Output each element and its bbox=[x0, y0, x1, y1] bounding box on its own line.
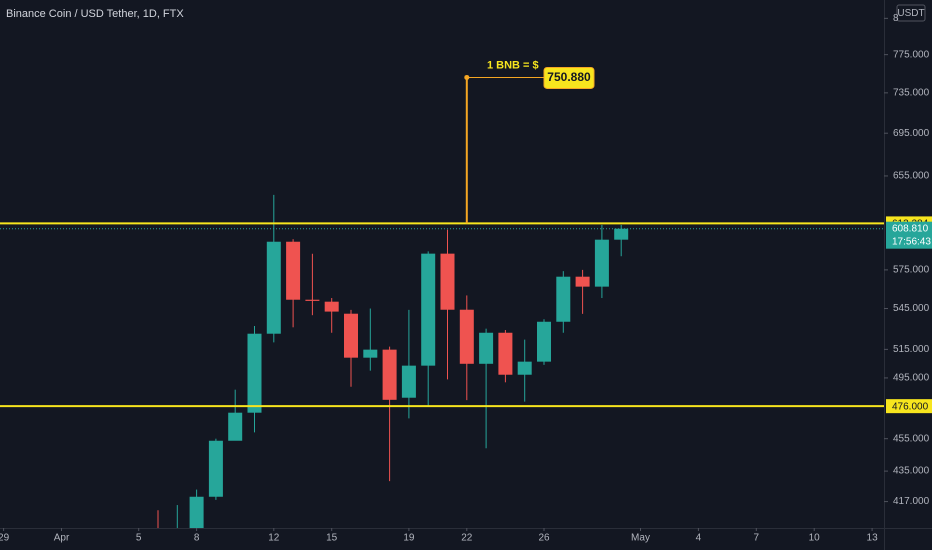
last-price-box bbox=[886, 221, 932, 249]
y-tick-label: 695.000 bbox=[893, 128, 930, 139]
callout-box bbox=[543, 66, 595, 89]
x-tick-label: 12 bbox=[268, 533, 280, 544]
candle-body bbox=[440, 253, 455, 310]
y-tick-label: 417.000 bbox=[893, 496, 930, 507]
candle-body bbox=[498, 332, 513, 375]
currency[interactable]: USDT bbox=[897, 8, 924, 19]
y-tick-label: 545.000 bbox=[893, 303, 930, 314]
y-tick-label: 455.000 bbox=[893, 433, 930, 444]
candle-body bbox=[247, 333, 262, 413]
x-tick-label: Apr bbox=[54, 533, 70, 544]
y-tick-label: 495.000 bbox=[893, 373, 930, 384]
x-tick-label: 10 bbox=[809, 533, 821, 544]
x-tick-label: 13 bbox=[867, 533, 879, 544]
candle-body bbox=[459, 309, 474, 364]
callout-dot bbox=[464, 74, 470, 80]
y-tick-label: 735.000 bbox=[893, 87, 930, 98]
candle-body bbox=[305, 299, 320, 301]
level-label-box bbox=[886, 399, 932, 414]
candle-body bbox=[517, 361, 532, 375]
candle-body bbox=[189, 496, 204, 528]
candle-body bbox=[537, 321, 551, 362]
level-label: 476.000 bbox=[892, 401, 929, 412]
countdown: 17:56:43 bbox=[892, 236, 931, 247]
candle-body bbox=[266, 241, 281, 334]
x-tick-label: 5 bbox=[136, 533, 142, 544]
x-tick-label: 8 bbox=[194, 533, 200, 544]
candle-body bbox=[421, 253, 436, 366]
y-tick-label: 655.000 bbox=[893, 171, 930, 182]
y-tick-label: 515.000 bbox=[893, 344, 930, 355]
candle-body bbox=[401, 365, 416, 398]
callout-text: 1 BNB = $ bbox=[487, 59, 539, 71]
x-tick-label: May bbox=[631, 533, 650, 544]
y-tick-label: 775.000 bbox=[893, 49, 930, 60]
chart-title: Binance Coin / USD Tether, 1D, FTX bbox=[6, 8, 184, 20]
candle-body bbox=[324, 301, 339, 312]
x-tick-label: 22 bbox=[461, 533, 473, 544]
currency-box[interactable] bbox=[896, 4, 926, 22]
candle-body bbox=[382, 349, 397, 400]
candle-body bbox=[363, 349, 378, 358]
x-tick-label: 4 bbox=[696, 533, 702, 544]
x-tick-label: 7 bbox=[754, 533, 760, 544]
candle-body bbox=[575, 276, 590, 287]
x-tick-label: 29 bbox=[0, 533, 10, 544]
candle-body bbox=[208, 440, 223, 497]
y-tick-label: 575.000 bbox=[893, 265, 930, 276]
candle-body bbox=[479, 332, 494, 364]
y-tick-label: 435.000 bbox=[893, 466, 930, 477]
candle-body bbox=[556, 276, 571, 322]
y-tick-label: 8 bbox=[893, 13, 899, 24]
callout-label: 750.880 bbox=[547, 70, 591, 84]
x-tick-label: 26 bbox=[538, 533, 550, 544]
x-tick-label: 15 bbox=[326, 533, 338, 544]
candle-body bbox=[594, 239, 609, 287]
candle-body bbox=[344, 313, 358, 358]
last-price-label: 608.810 bbox=[892, 223, 929, 234]
candle-body bbox=[614, 228, 629, 240]
candle-body bbox=[286, 241, 301, 300]
x-tick-label: 19 bbox=[403, 533, 415, 544]
candle-body bbox=[228, 412, 243, 441]
